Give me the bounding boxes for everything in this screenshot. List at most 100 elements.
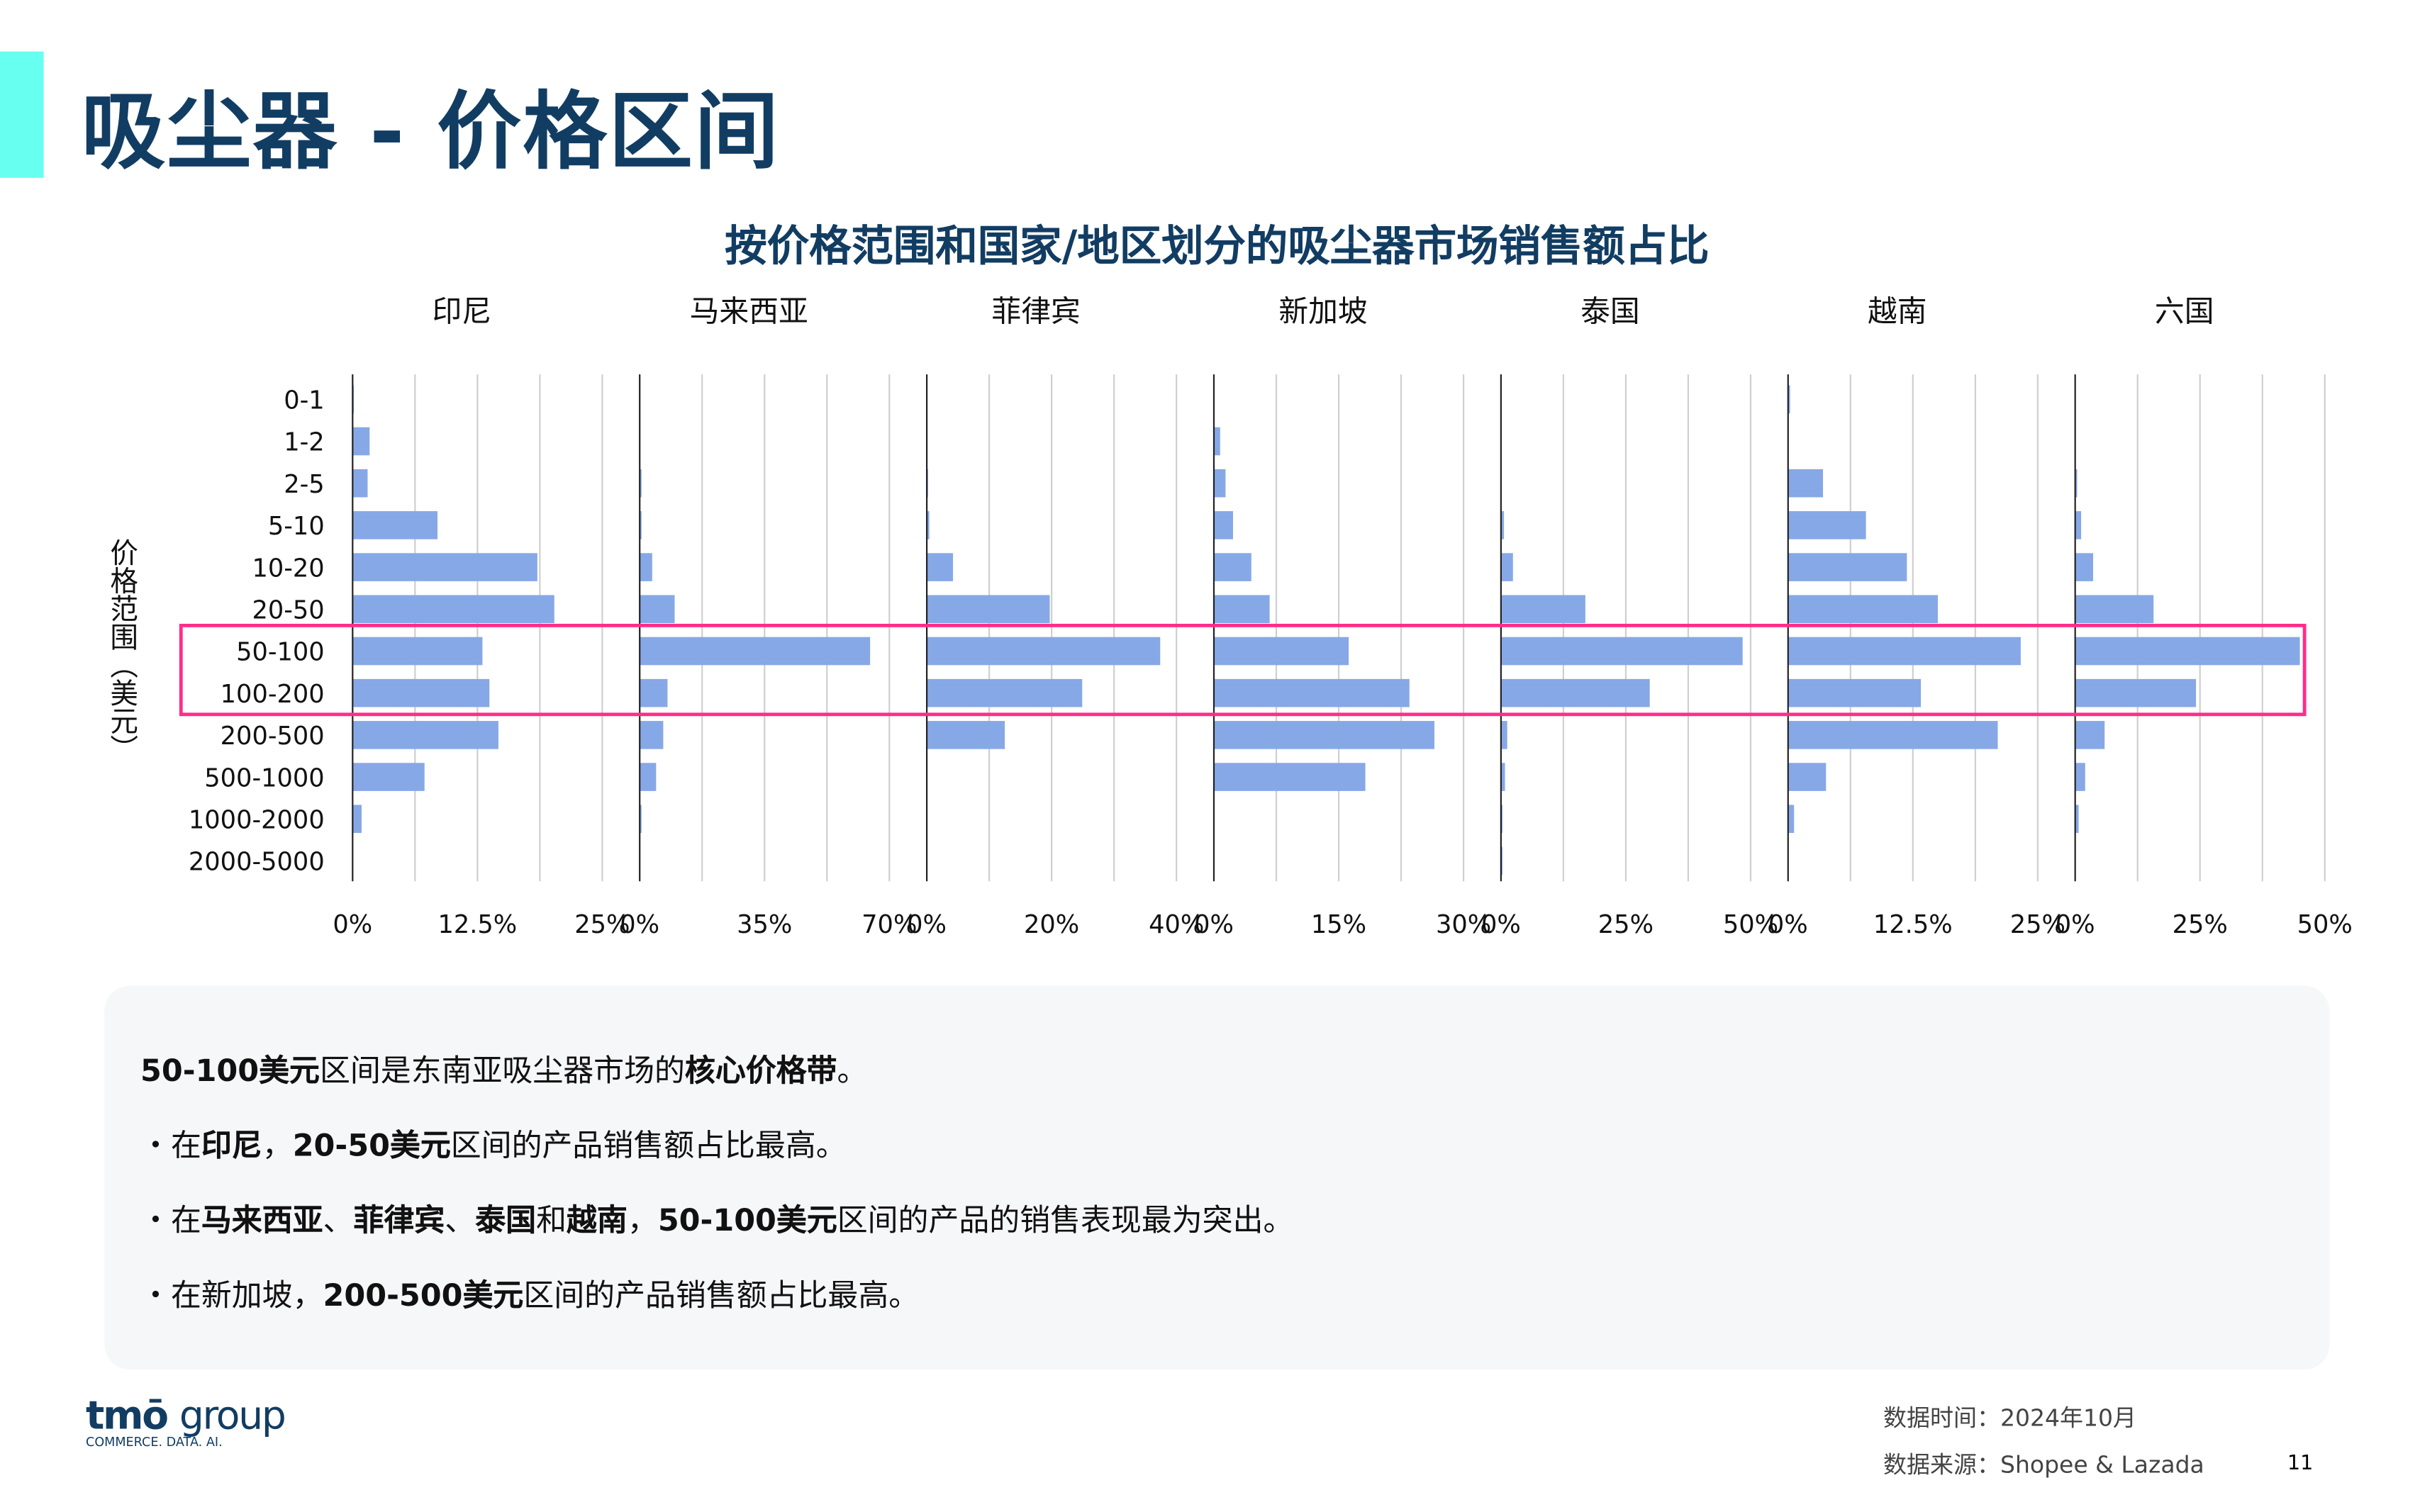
bar xyxy=(1788,805,1795,834)
insight-text: ・在 xyxy=(140,1127,201,1164)
bar xyxy=(352,805,362,834)
insight-emphasis: 200-500美元 xyxy=(323,1277,524,1314)
bar xyxy=(352,511,438,539)
bar xyxy=(1500,763,1505,791)
bar xyxy=(1788,678,1922,707)
tick-label: 30% xyxy=(1436,910,1491,939)
tick-label: 20% xyxy=(1024,910,1079,939)
data-source: 数据来源：Shopee & Lazada xyxy=(1883,1450,2204,1479)
panel-title: 六国 xyxy=(2155,293,2214,328)
panel-title: 印尼 xyxy=(433,293,492,328)
bar xyxy=(640,721,664,749)
bar xyxy=(352,469,368,498)
category-label: 20-50 xyxy=(252,595,324,625)
insight-text: 、 xyxy=(323,1202,354,1239)
bar xyxy=(2075,469,2078,498)
insight-emphasis: 泰国 xyxy=(475,1202,537,1239)
bar xyxy=(640,469,642,498)
bar xyxy=(1788,637,2021,666)
accent-bar xyxy=(0,51,44,178)
bar xyxy=(1788,721,1998,749)
bar xyxy=(640,763,657,791)
bar xyxy=(1500,721,1507,749)
bar xyxy=(1788,553,1907,581)
bar xyxy=(1213,637,1349,666)
bar xyxy=(352,553,537,581)
insight-emphasis: 20-50美元 xyxy=(292,1127,451,1164)
insight-emphasis: 马来西亚 xyxy=(201,1202,323,1239)
insight-line: 50-100美元区间是东南亚吸尘器市场的核心价格带。 xyxy=(140,1045,867,1090)
insight-text: ， xyxy=(262,1127,293,1164)
insight-text: ・在新加坡， xyxy=(140,1277,323,1314)
category-label: 1000-2000 xyxy=(189,805,325,834)
tick-label: 25% xyxy=(574,910,630,939)
tick-label: 40% xyxy=(1149,910,1204,939)
bar xyxy=(640,678,668,707)
bar xyxy=(2075,721,2105,749)
panel-title: 新加坡 xyxy=(1278,293,1367,328)
logo-tagline: COMMERCE. DATA. AI. xyxy=(86,1435,223,1450)
bar xyxy=(352,721,498,749)
bar xyxy=(2075,511,2082,539)
tick-label: 0% xyxy=(1481,910,1521,939)
bar xyxy=(352,678,490,707)
bar xyxy=(352,595,554,624)
tick-label: 25% xyxy=(1598,910,1654,939)
bar xyxy=(640,805,642,834)
chart-title: 按价格范围和国家/地区划分的吸尘器市场销售额占比 xyxy=(725,223,1710,271)
bar xyxy=(2075,595,2154,624)
insight-text: 和 xyxy=(536,1202,567,1239)
insight-emphasis: 50-100美元 xyxy=(657,1202,837,1239)
page-title: 吸尘器 - 价格区间 xyxy=(81,82,781,181)
panel-title: 泰国 xyxy=(1580,293,1640,328)
insight-text: ・在 xyxy=(140,1202,201,1239)
bar xyxy=(927,511,930,539)
insight-text: 区间的产品的销售表现最为突出。 xyxy=(837,1202,1294,1239)
insight-text: ， xyxy=(627,1202,658,1239)
bar xyxy=(640,637,871,666)
insight-text: 区间的产品销售额占比最高。 xyxy=(523,1277,920,1314)
tmo-group-logo: tmō group COMMERCE. DATA. AI. xyxy=(86,1393,286,1450)
page-number: 11 xyxy=(2287,1452,2314,1476)
bar xyxy=(927,637,1161,666)
insight-line: ・在马来西亚、菲律宾、泰国和越南，50-100美元区间的产品的销售表现最为突出。 xyxy=(140,1195,1293,1241)
bar xyxy=(1213,469,1226,498)
bar xyxy=(1788,511,1866,539)
tick-label: 12.5% xyxy=(1873,910,1953,939)
insight-line: ・在新加坡，200-500美元区间的产品销售额占比最高。 xyxy=(140,1270,919,1315)
tick-label: 0% xyxy=(333,910,372,939)
tick-label: 70% xyxy=(862,910,917,939)
bar-chart: 0-1 1-2 2-5 5-10 10-20 20-50 50-100 100-200 200-… xyxy=(106,293,2353,939)
bar xyxy=(352,427,370,456)
bar xyxy=(2075,553,2094,581)
bar xyxy=(1788,385,1790,414)
tick-label: 35% xyxy=(737,910,792,939)
category-label: 2000-5000 xyxy=(189,848,325,877)
insight-emphasis: 越南 xyxy=(567,1202,628,1239)
insight-emphasis: 50-100美元 xyxy=(140,1053,320,1089)
bar xyxy=(1213,553,1251,581)
insight-emphasis: 菲律宾 xyxy=(353,1202,445,1239)
category-label: 0-1 xyxy=(284,386,324,415)
bar xyxy=(927,678,1083,707)
bar xyxy=(1500,511,1505,539)
category-label: 1-2 xyxy=(284,428,324,457)
y-axis-label: 价格范围（美元） xyxy=(106,538,138,763)
bar xyxy=(352,763,425,791)
category-label: 5-10 xyxy=(268,512,325,541)
bar xyxy=(1788,763,1827,791)
bar xyxy=(2075,763,2085,791)
category-label: 200-500 xyxy=(221,722,325,751)
bar xyxy=(2075,678,2197,707)
panel-title: 菲律宾 xyxy=(991,293,1080,328)
data-time: 数据时间：2024年10月 xyxy=(1883,1404,2137,1433)
panel-title: 马来西亚 xyxy=(690,293,808,328)
bar xyxy=(640,553,652,581)
tick-label: 0% xyxy=(907,910,947,939)
bar xyxy=(1500,553,1513,581)
category-label: 100-200 xyxy=(221,680,325,709)
tick-label: 0% xyxy=(1194,910,1234,939)
insight-text: 区间是东南亚吸尘器市场的 xyxy=(319,1053,685,1089)
tick-label: 25% xyxy=(2173,910,2228,939)
tick-label: 50% xyxy=(2297,910,2353,939)
